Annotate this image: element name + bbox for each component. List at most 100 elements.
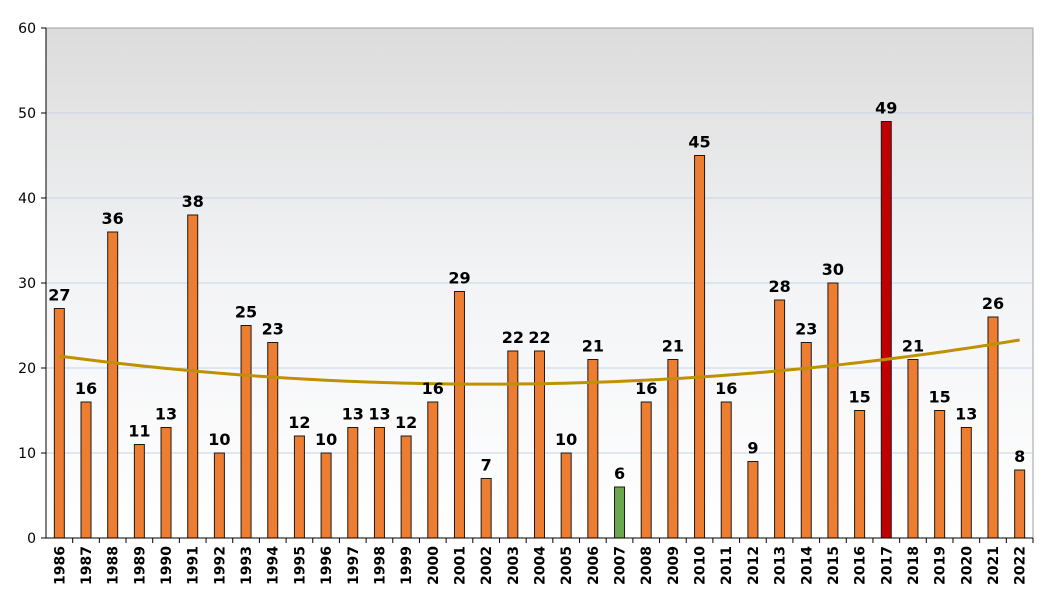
x-tick-label-2010: 2010 bbox=[693, 546, 709, 585]
bar-1990 bbox=[160, 427, 172, 539]
data-label-1991: 38 bbox=[182, 192, 204, 211]
data-label-2007: 6 bbox=[614, 464, 625, 483]
data-label-2005: 10 bbox=[555, 430, 577, 449]
bar-1986 bbox=[53, 308, 65, 539]
x-tick-label-1989: 1989 bbox=[132, 546, 148, 585]
bar-2019 bbox=[934, 410, 946, 539]
x-tick-label-1998: 1998 bbox=[372, 546, 388, 585]
bar-2008 bbox=[640, 401, 652, 539]
x-tick-label-1997: 1997 bbox=[346, 546, 362, 585]
trendline-layer bbox=[59, 338, 1020, 386]
data-label-2015: 30 bbox=[822, 260, 844, 279]
x-tick-label-2000: 2000 bbox=[426, 546, 442, 585]
data-label-1992: 10 bbox=[208, 430, 230, 449]
bar-1987 bbox=[80, 401, 92, 539]
x-tick-label-2014: 2014 bbox=[799, 546, 815, 585]
x-tick-label-1994: 1994 bbox=[266, 546, 282, 585]
bar-2018 bbox=[907, 359, 919, 539]
data-label-2002: 7 bbox=[481, 456, 492, 475]
data-label-1990: 13 bbox=[155, 405, 177, 424]
data-label-2020: 13 bbox=[955, 405, 977, 424]
data-label-1988: 36 bbox=[102, 209, 124, 228]
x-tick-label-2021: 2021 bbox=[986, 546, 1002, 585]
bar-2000 bbox=[427, 401, 439, 539]
data-label-2009: 21 bbox=[662, 337, 684, 356]
bar-2001 bbox=[453, 291, 465, 539]
x-tick-label-2008: 2008 bbox=[639, 546, 655, 585]
bar-2004 bbox=[534, 350, 545, 539]
x-tick-label-1988: 1988 bbox=[106, 546, 122, 585]
bar-2014 bbox=[800, 342, 812, 539]
bar-2020 bbox=[960, 427, 972, 539]
data-label-1999: 12 bbox=[395, 413, 417, 432]
data-label-1987: 16 bbox=[75, 379, 97, 398]
data-label-2001: 29 bbox=[448, 269, 470, 288]
data-label-2011: 16 bbox=[715, 379, 737, 398]
x-tick-label-2022: 2022 bbox=[1013, 546, 1029, 585]
bar-1993 bbox=[240, 325, 252, 539]
bar-1998 bbox=[373, 427, 385, 539]
bar-2022 bbox=[1014, 469, 1026, 539]
y-tick-label: 30 bbox=[18, 276, 36, 292]
x-tick-label-2005: 2005 bbox=[559, 546, 575, 585]
data-label-1989: 11 bbox=[128, 422, 150, 441]
x-tick-label-2019: 2019 bbox=[933, 546, 949, 585]
y-tick-label: 50 bbox=[18, 106, 36, 122]
bar-2013 bbox=[774, 299, 786, 539]
y-tick-label: 40 bbox=[18, 191, 36, 207]
data-label-2016: 15 bbox=[848, 388, 870, 407]
bar-2010 bbox=[694, 155, 706, 539]
x-tick-label-1992: 1992 bbox=[212, 546, 228, 585]
x-tick-label-1999: 1999 bbox=[399, 546, 415, 585]
x-tick-label-2007: 2007 bbox=[613, 546, 629, 585]
bar-1999 bbox=[400, 435, 412, 539]
y-tick-label: 20 bbox=[18, 361, 36, 377]
bar-2017 bbox=[880, 121, 892, 539]
bar-series bbox=[53, 121, 1026, 539]
x-tick-label-2002: 2002 bbox=[479, 546, 495, 585]
x-tick-label-1995: 1995 bbox=[292, 546, 308, 585]
x-tick-label-1996: 1996 bbox=[319, 546, 335, 585]
data-label-2018: 21 bbox=[902, 337, 924, 356]
bar-1992 bbox=[213, 452, 225, 539]
x-tick-label-1990: 1990 bbox=[159, 546, 175, 585]
x-tick-label-2018: 2018 bbox=[906, 546, 922, 585]
x-tick-label-2017: 2017 bbox=[879, 546, 895, 585]
y-tick-label: 60 bbox=[18, 21, 36, 37]
x-tick-label-2001: 2001 bbox=[452, 546, 468, 585]
data-label-1994: 23 bbox=[262, 320, 284, 339]
data-label-2014: 23 bbox=[795, 320, 817, 339]
x-tick-label-1991: 1991 bbox=[186, 546, 202, 585]
x-tick-label-2009: 2009 bbox=[666, 546, 682, 585]
x-tick-label-2020: 2020 bbox=[959, 546, 975, 585]
data-label-2021: 26 bbox=[982, 294, 1004, 313]
data-label-2013: 28 bbox=[768, 277, 790, 296]
bar-2007 bbox=[614, 486, 626, 539]
x-tick-label-1993: 1993 bbox=[239, 546, 255, 585]
bar-2003 bbox=[507, 350, 519, 539]
data-label-2004: 22 bbox=[528, 328, 550, 347]
x-tick-label-2015: 2015 bbox=[826, 546, 842, 585]
bar-2011 bbox=[720, 401, 732, 539]
data-label-2008: 16 bbox=[635, 379, 657, 398]
bar-2005 bbox=[560, 452, 572, 539]
x-tick-label-2016: 2016 bbox=[853, 546, 869, 585]
x-tick-label-2004: 2004 bbox=[533, 546, 549, 585]
y-tick-label: 10 bbox=[18, 446, 36, 462]
bar-1997 bbox=[347, 427, 359, 539]
data-label-2006: 21 bbox=[582, 337, 604, 356]
data-label-1997: 13 bbox=[342, 405, 364, 424]
bar-2012 bbox=[747, 461, 759, 539]
bar-1988 bbox=[107, 231, 119, 539]
bar-2006 bbox=[587, 359, 599, 539]
axes: 0 10 20 30 40 50 60 1986 1987 1988 1989 1990 1991 199… bbox=[18, 21, 1034, 585]
bar-1989 bbox=[133, 444, 145, 539]
x-tick-label-2006: 2006 bbox=[586, 546, 602, 585]
data-label-2012: 9 bbox=[747, 439, 758, 458]
data-label-2000: 16 bbox=[422, 379, 444, 398]
x-tick-label-2013: 2013 bbox=[773, 546, 789, 585]
y-tick-label: 0 bbox=[27, 531, 36, 547]
x-tick-label-2011: 2011 bbox=[719, 546, 735, 585]
x-tick-label-2003: 2003 bbox=[506, 546, 522, 585]
